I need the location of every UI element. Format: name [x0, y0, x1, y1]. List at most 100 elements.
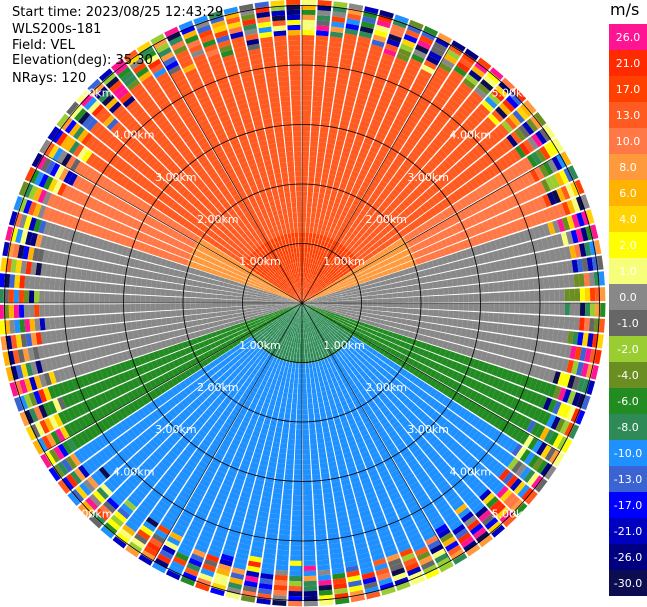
velocity-gate — [338, 282, 344, 287]
velocity-gate — [367, 295, 373, 300]
velocity-gate — [450, 224, 459, 235]
velocity-gate — [390, 145, 401, 154]
velocity-gate — [499, 292, 505, 302]
velocity-gate — [426, 187, 435, 198]
velocity-gate — [275, 426, 283, 433]
velocity-gate — [450, 133, 462, 145]
velocity-gate — [444, 349, 452, 359]
velocity-gate — [517, 349, 525, 361]
velocity-gate — [285, 408, 291, 414]
velocity-gate — [323, 96, 334, 103]
velocity-gate — [319, 268, 324, 274]
velocity-gate — [396, 113, 407, 123]
velocity-gate — [522, 139, 535, 153]
velocity-gate — [586, 380, 596, 395]
velocity-gate — [307, 301, 313, 303]
velocity-gate — [334, 276, 340, 281]
velocity-gate — [311, 116, 321, 122]
velocity-gate — [313, 254, 318, 260]
velocity-gate — [593, 239, 602, 255]
velocity-gate — [317, 299, 323, 302]
velocity-gate — [429, 345, 437, 353]
velocity-gate — [462, 239, 470, 249]
velocity-gate — [540, 179, 551, 193]
velocity-gate — [512, 245, 520, 257]
velocity-gate — [334, 253, 340, 260]
velocity-gate — [405, 261, 413, 268]
velocity-gate — [302, 444, 310, 450]
velocity-gate — [373, 227, 381, 235]
velocity-gate — [312, 95, 323, 102]
velocity-gate — [366, 313, 372, 318]
velocity-gate — [504, 258, 512, 270]
velocity-gate — [588, 241, 597, 256]
velocity-gate — [496, 271, 504, 282]
velocity-gate — [447, 287, 454, 295]
velocity-gate — [318, 376, 323, 382]
velocity-gate — [324, 215, 330, 222]
velocity-gate — [313, 372, 318, 378]
velocity-gate — [367, 208, 375, 217]
velocity-gate — [349, 75, 361, 83]
velocity-gate — [513, 232, 522, 245]
velocity-gate — [461, 52, 476, 65]
velocity-gate — [385, 81, 398, 90]
velocity-gate — [488, 92, 501, 106]
velocity-gate — [370, 163, 380, 172]
velocity-gate — [563, 167, 574, 182]
velocity-gate — [306, 278, 309, 284]
velocity-gate — [477, 124, 489, 136]
velocity-gate — [381, 315, 387, 321]
velocity-gate — [407, 204, 416, 214]
velocity-gate — [302, 328, 304, 334]
velocity-gate — [465, 181, 476, 192]
velocity-gate — [402, 291, 408, 298]
velocity-gate — [426, 145, 437, 156]
velocity-gate — [303, 479, 312, 486]
velocity-gate — [324, 289, 330, 293]
velocity-gate — [347, 295, 353, 298]
velocity-gate — [390, 201, 398, 210]
velocity-gate — [332, 229, 339, 236]
velocity-gate — [299, 363, 302, 369]
velocity-gate — [526, 266, 534, 278]
velocity-gate — [435, 37, 450, 48]
velocity-gate — [304, 338, 307, 344]
velocity-gate — [306, 298, 312, 302]
velocity-gate — [472, 201, 482, 213]
velocity-gate — [312, 202, 318, 208]
velocity-gate — [397, 181, 407, 190]
velocity-gate — [375, 318, 382, 324]
velocity-gate — [352, 308, 358, 312]
velocity-gate — [403, 234, 412, 242]
velocity-gate — [294, 459, 302, 465]
velocity-gate — [349, 240, 356, 247]
velocity-gate — [307, 303, 312, 305]
velocity-gate — [443, 303, 449, 310]
velocity-gate — [330, 312, 336, 316]
velocity-gate — [366, 235, 373, 242]
velocity-gate — [292, 500, 302, 506]
velocity-gate — [347, 305, 353, 308]
velocity-gate — [306, 299, 312, 302]
velocity-gate — [509, 303, 515, 313]
velocity-gate — [347, 196, 355, 204]
velocity-gate — [587, 333, 594, 348]
velocity-gate — [407, 169, 417, 179]
velocity-gate — [463, 285, 469, 294]
velocity-gate — [523, 229, 532, 242]
velocity-gate — [303, 464, 311, 470]
velocity-gate — [464, 48, 479, 61]
velocity-gate — [490, 262, 497, 272]
velocity-gate — [311, 296, 316, 299]
velocity-gate — [331, 307, 337, 311]
velocity-gate — [403, 123, 414, 133]
velocity-gate — [453, 310, 459, 319]
velocity-gate — [309, 263, 313, 269]
velocity-gate — [490, 228, 499, 240]
velocity-gate — [321, 275, 326, 281]
velocity-gate — [367, 262, 374, 269]
velocity-gate — [317, 304, 323, 306]
velocity-gate — [299, 343, 302, 349]
velocity-gate — [303, 550, 316, 556]
